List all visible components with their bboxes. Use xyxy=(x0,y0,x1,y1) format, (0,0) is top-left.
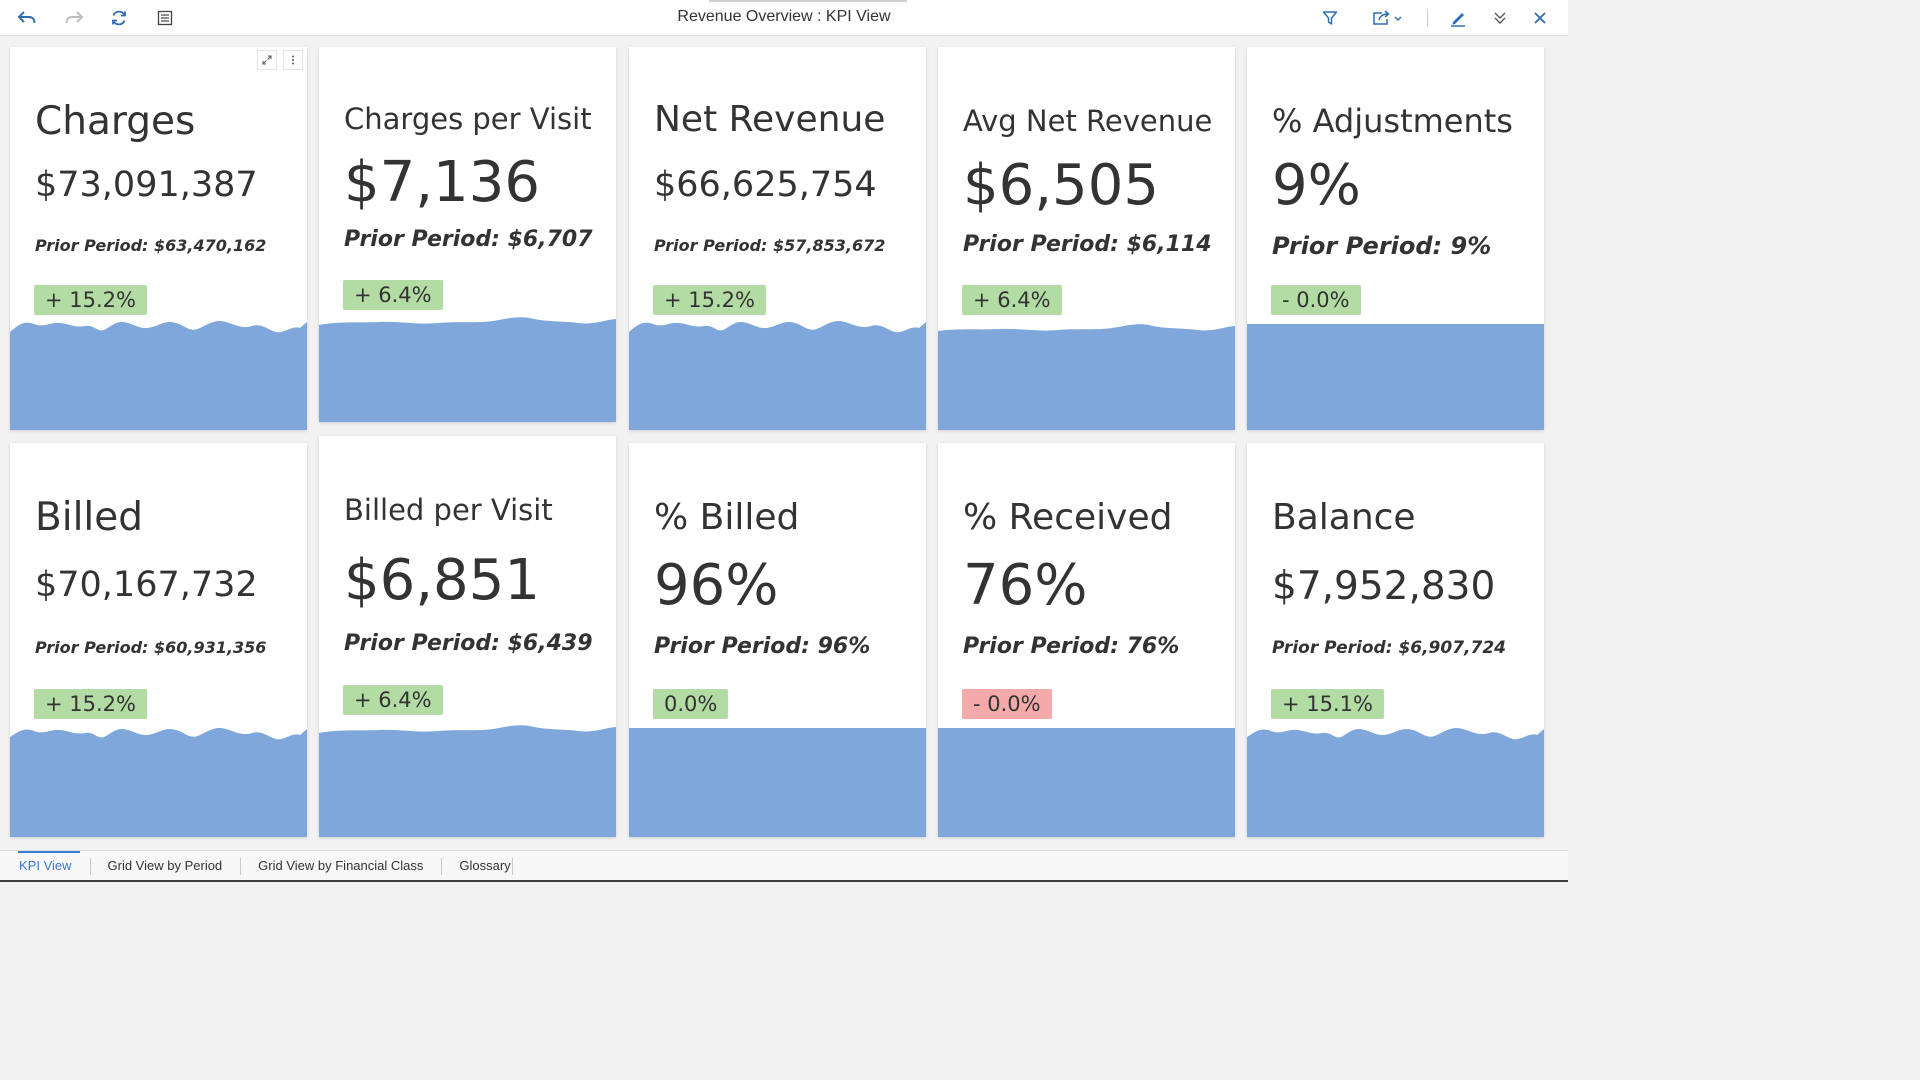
tab-grid-view-by-financial-class[interactable]: Grid View by Financial Class xyxy=(240,851,441,882)
refresh-icon xyxy=(112,10,126,26)
redo-icon xyxy=(65,11,84,24)
kpi-value: 9% xyxy=(1272,153,1361,218)
card-actions xyxy=(257,50,303,70)
kpi-sparkline xyxy=(1247,324,1544,430)
list-icon xyxy=(157,10,173,26)
share-button[interactable] xyxy=(1368,4,1408,32)
kpi-title: Net Revenue xyxy=(654,99,886,140)
kpi-value: $6,851 xyxy=(344,548,540,613)
details-button[interactable] xyxy=(151,4,179,32)
kpi-grid: Charges $73,091,387 Prior Period: $63,47… xyxy=(10,47,1544,837)
double-chevron-down-icon xyxy=(1494,12,1506,24)
kpi-sparkline xyxy=(938,324,1235,430)
kpi-change-badge: + 6.4% xyxy=(343,685,443,715)
kpi-value: $66,625,754 xyxy=(654,165,877,205)
kpi-value: 96% xyxy=(654,553,779,618)
undo-button[interactable] xyxy=(13,4,41,32)
title-underline xyxy=(709,0,907,2)
kpi-card-balance[interactable]: Balance $7,952,830 Prior Period: $6,907,… xyxy=(1247,443,1544,837)
more-vertical-icon xyxy=(292,55,294,65)
kpi-sparkline xyxy=(629,320,926,430)
kpi-title: % Received xyxy=(963,497,1173,538)
kpi-prior-period: Prior Period: $57,853,672 xyxy=(654,236,886,255)
kpi-sparkline xyxy=(10,320,307,430)
kpi-prior-period: Prior Period: 96% xyxy=(654,634,871,659)
kpi-prior-period: Prior Period: 76% xyxy=(963,634,1180,659)
kpi-change-badge: + 15.1% xyxy=(1271,689,1384,719)
close-button[interactable] xyxy=(1526,4,1554,32)
kpi-change-badge: + 6.4% xyxy=(962,285,1062,315)
kpi-value: 76% xyxy=(963,553,1088,618)
kpi-prior-period: Prior Period: $6,439 xyxy=(344,631,593,656)
kpi-sparkline xyxy=(629,728,926,837)
kpi-change-badge: + 15.2% xyxy=(653,285,766,315)
kpi-prior-period: Prior Period: $60,931,356 xyxy=(35,638,267,657)
view-tabs: KPI View Grid View by Period Grid View b… xyxy=(0,851,529,882)
kpi-change-badge: + 6.4% xyxy=(343,280,443,310)
kpi-title: Charges xyxy=(35,99,196,144)
kpi-card-net-revenue[interactable]: Net Revenue $66,625,754 Prior Period: $5… xyxy=(629,47,926,430)
kpi-title: Charges per Visit xyxy=(344,102,592,136)
kpi-title: Billed per Visit xyxy=(344,493,553,527)
edit-button[interactable] xyxy=(1444,4,1472,32)
kpi-value: $70,167,732 xyxy=(35,565,258,605)
kpi-card-billed[interactable]: Billed $70,167,732 Prior Period: $60,931… xyxy=(10,443,307,837)
kpi-title: Balance xyxy=(1272,497,1416,538)
collapse-button[interactable] xyxy=(1486,4,1514,32)
kpi-card-charges-per-visit[interactable]: Charges per Visit $7,136 Prior Period: $… xyxy=(319,47,616,422)
kpi-card-received-percent[interactable]: % Received 76% Prior Period: 76% - 0.0% xyxy=(938,443,1235,837)
kpi-change-badge: + 15.2% xyxy=(34,689,147,719)
kpi-sparkline xyxy=(319,317,616,422)
kpi-prior-period: Prior Period: $6,707 xyxy=(344,227,593,252)
kpi-card-billed-per-visit[interactable]: Billed per Visit $6,851 Prior Period: $6… xyxy=(319,436,616,837)
kpi-title: % Billed xyxy=(654,497,800,538)
pencil-icon xyxy=(1451,13,1465,27)
kpi-change-badge: - 0.0% xyxy=(962,689,1052,719)
tab-kpi-view[interactable]: KPI View xyxy=(0,851,90,882)
kpi-value: $73,091,387 xyxy=(35,165,258,205)
card-menu-button[interactable] xyxy=(283,50,303,70)
tab-grid-view-by-period[interactable]: Grid View by Period xyxy=(89,851,241,882)
kpi-value: $7,952,830 xyxy=(1272,564,1496,609)
redo-button[interactable] xyxy=(60,4,88,32)
kpi-prior-period: Prior Period: $63,470,162 xyxy=(35,236,267,255)
kpi-sparkline xyxy=(10,727,307,837)
kpi-title: % Adjustments xyxy=(1272,102,1513,140)
kpi-change-badge: + 15.2% xyxy=(34,285,147,315)
kpi-card-avg-net-revenue[interactable]: Avg Net Revenue $6,505 Prior Period: $6,… xyxy=(938,47,1235,430)
undo-icon xyxy=(17,11,36,24)
filter-button[interactable] xyxy=(1316,4,1344,32)
toolbar-separator xyxy=(1427,9,1428,27)
kpi-change-badge: 0.0% xyxy=(653,689,729,719)
kpi-card-adjustments[interactable]: % Adjustments 9% Prior Period: 9% - 0.0% xyxy=(1247,47,1544,430)
kpi-sparkline xyxy=(1247,727,1544,837)
kpi-title: Billed xyxy=(35,495,144,540)
kpi-title: Avg Net Revenue xyxy=(963,104,1213,138)
tabs-separator xyxy=(512,858,513,875)
kpi-sparkline xyxy=(938,728,1235,837)
kpi-card-charges[interactable]: Charges $73,091,387 Prior Period: $63,47… xyxy=(10,47,307,430)
kpi-value: $7,136 xyxy=(344,150,540,215)
kpi-prior-period: Prior Period: 9% xyxy=(1272,232,1492,260)
expand-icon xyxy=(262,55,272,65)
close-icon xyxy=(1534,12,1546,24)
kpi-prior-period: Prior Period: $6,114 xyxy=(963,232,1212,257)
filter-icon xyxy=(1322,11,1338,25)
window-bottom-edge xyxy=(0,880,1568,882)
share-icon xyxy=(1373,10,1402,25)
kpi-value: $6,505 xyxy=(963,153,1159,218)
kpi-change-badge: - 0.0% xyxy=(1271,285,1361,315)
expand-card-button[interactable] xyxy=(257,50,277,70)
kpi-sparkline xyxy=(319,725,616,837)
view-tab-bar: KPI View Grid View by Period Grid View b… xyxy=(0,850,1568,882)
kpi-card-billed-percent[interactable]: % Billed 96% Prior Period: 96% 0.0% xyxy=(629,443,926,837)
tab-glossary[interactable]: Glossary xyxy=(441,851,528,882)
refresh-button[interactable] xyxy=(105,4,133,32)
kpi-prior-period: Prior Period: $6,907,724 xyxy=(1272,638,1506,658)
